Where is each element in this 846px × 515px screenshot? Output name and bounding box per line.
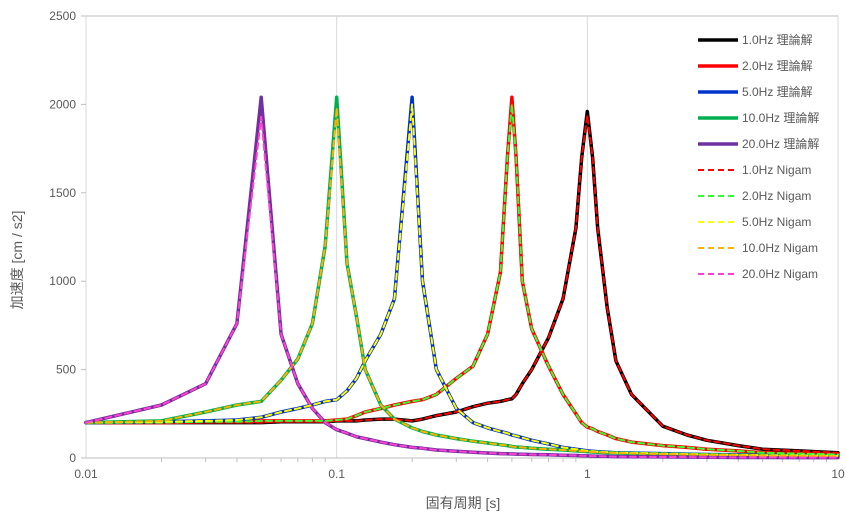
legend-label: 2.0Hz Nigam xyxy=(742,189,811,203)
series-line-2 xyxy=(84,95,840,457)
legend-label: 20.0Hz 理論解 xyxy=(742,136,819,151)
x-tick-label: 1 xyxy=(584,467,591,481)
series-line-5 xyxy=(84,95,840,460)
y-tick-label: 2000 xyxy=(49,97,76,111)
plot-frame xyxy=(85,15,839,459)
plot-area xyxy=(85,15,839,459)
y-axis-title: 加速度 [cm / s2] xyxy=(9,211,25,310)
x-tick-label: 0.01 xyxy=(74,467,98,481)
series-line-1 xyxy=(84,109,840,455)
series-line-9 xyxy=(85,106,839,458)
legend-label: 2.0Hz 理論解 xyxy=(742,58,813,73)
legend-label: 20.0Hz Nigam xyxy=(742,267,818,281)
series-lines xyxy=(84,95,840,460)
legend-label: 1.0Hz Nigam xyxy=(742,163,811,177)
legend-label: 10.0Hz 理論解 xyxy=(742,110,819,125)
legend: 1.0Hz 理論解 2.0Hz 理論解 5.0Hz 理論解 10.0Hz 理論解 20.… xyxy=(698,32,819,281)
axes: 0.01 0.1 1 10 0 500 1000 1500 2000 2500 xyxy=(49,9,845,481)
series-line-8 xyxy=(85,103,839,457)
x-tick-label: 0.1 xyxy=(328,467,345,481)
y-tick-label: 1000 xyxy=(49,274,76,288)
legend-label: 10.0Hz Nigam xyxy=(742,241,818,255)
series-line-4 xyxy=(84,95,840,458)
y-tick-label: 1500 xyxy=(49,186,76,200)
series-line-6 xyxy=(85,114,839,454)
legend-label: 5.0Hz 理論解 xyxy=(742,84,813,99)
series-line-3 xyxy=(84,95,840,458)
y-tick-label: 500 xyxy=(56,363,76,377)
legend-label: 1.0Hz 理論解 xyxy=(742,32,813,47)
y-tick-label: 0 xyxy=(69,451,76,465)
x-axis-title: 固有周期 [s] xyxy=(426,495,501,511)
series-line-10 xyxy=(85,115,839,459)
y-tick-label: 2500 xyxy=(49,9,76,23)
series-line-7 xyxy=(85,103,839,456)
x-tick-label: 10 xyxy=(831,467,845,481)
legend-label: 5.0Hz Nigam xyxy=(742,215,811,229)
